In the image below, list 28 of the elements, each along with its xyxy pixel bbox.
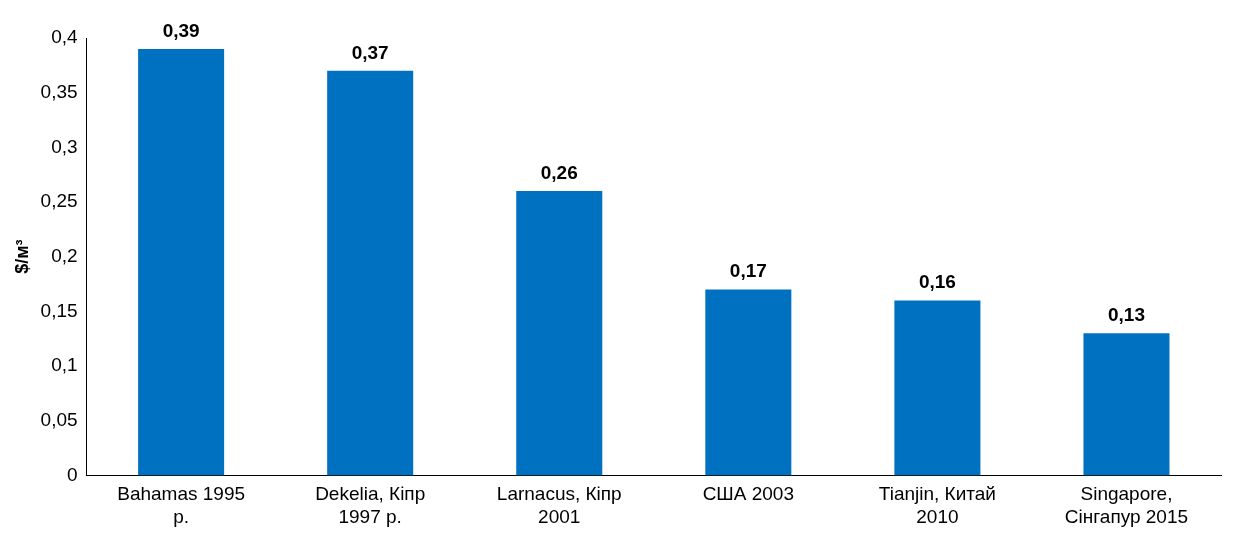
y-tick-label: 0,05	[40, 408, 78, 430]
y-tick-label: 0,35	[40, 80, 78, 102]
data-label: 0,16	[918, 271, 956, 293]
x-tick-label: Tianjin, Китай 2010	[878, 483, 996, 527]
x-tick-label: Larnacus, Кіпр 2001	[496, 483, 622, 527]
x-tick-label: Bahamas 1995 р.	[117, 483, 246, 527]
bar	[327, 70, 414, 476]
y-tick-label: 0,4	[51, 26, 78, 48]
data-label: 0,17	[729, 260, 767, 282]
y-tick-label: 0,25	[40, 190, 78, 212]
bar	[516, 191, 603, 476]
bar	[138, 48, 225, 476]
x-tick-label: Singapore, Сінгапур 2015	[1064, 483, 1189, 527]
x-tick-label: США 2003	[702, 483, 794, 505]
data-label: 0,39	[162, 19, 200, 41]
y-tick-label: 0,1	[51, 354, 78, 376]
y-tick-label: 0,2	[51, 244, 78, 266]
bar	[705, 289, 792, 476]
data-label: 0,13	[1107, 303, 1145, 325]
y-tick-label: 0	[67, 463, 78, 485]
bar	[1083, 333, 1170, 476]
bar	[894, 300, 981, 476]
y-tick-label: 0,15	[40, 299, 78, 321]
y-axis-title: $/м³	[11, 239, 32, 274]
y-tick-label: 0,3	[51, 135, 78, 157]
x-tick-label: Dekelia, Кіпр 1997 р.	[315, 483, 426, 527]
data-label: 0,26	[540, 161, 578, 183]
data-label: 0,37	[351, 41, 389, 63]
